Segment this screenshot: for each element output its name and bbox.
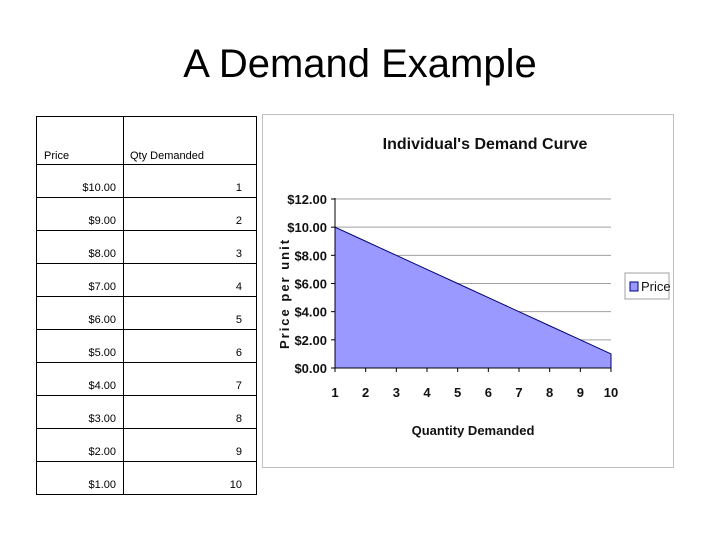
table-row: $2.00 9 (36, 428, 257, 462)
x-tick-label: 10 (604, 385, 618, 400)
table-row: $3.00 8 (36, 395, 257, 429)
table-header-row: Price Qty Demanded (36, 116, 257, 165)
y-tick-label: $10.00 (287, 220, 327, 235)
price-cell: $3.00 (36, 395, 124, 429)
price-cell: $1.00 (36, 461, 124, 495)
slide-title: A Demand Example (183, 42, 537, 86)
table-row: $7.00 4 (36, 263, 257, 297)
table-row: $8.00 3 (36, 230, 257, 264)
qty-cell: 10 (123, 461, 257, 495)
header-price: Price (36, 116, 124, 165)
x-tick-label: 7 (515, 385, 522, 400)
price-cell: $10.00 (36, 164, 124, 198)
price-cell: $7.00 (36, 263, 124, 297)
price-cell: $8.00 (36, 230, 124, 264)
table-row: $6.00 5 (36, 296, 257, 330)
qty-cell: 5 (123, 296, 257, 330)
qty-cell: 8 (123, 395, 257, 429)
price-cell: $9.00 (36, 197, 124, 231)
x-tick-label: 6 (485, 385, 492, 400)
y-tick-label: $2.00 (294, 333, 327, 348)
y-tick-label: $4.00 (294, 305, 327, 320)
qty-cell: 4 (123, 263, 257, 297)
table-row: $5.00 6 (36, 329, 257, 363)
x-tick-label: 9 (577, 385, 584, 400)
legend-label: Price (641, 279, 671, 294)
x-tick-label: 1 (331, 385, 338, 400)
demand-table: Price Qty Demanded $10.00 1 $9.00 2 $8.00 3 $7.0… (36, 116, 257, 495)
price-cell: $4.00 (36, 362, 124, 396)
qty-cell: 6 (123, 329, 257, 363)
header-qty: Qty Demanded (123, 116, 257, 165)
x-tick-label: 3 (393, 385, 400, 400)
price-cell: $6.00 (36, 296, 124, 330)
table-row: $4.00 7 (36, 362, 257, 396)
demand-chart: Individual's Demand Curve $0.00 $2.00 $4.00… (262, 114, 674, 468)
y-tick-label: $12.00 (287, 192, 327, 207)
table-row: $1.00 10 (36, 461, 257, 495)
y-tick-label: $0.00 (294, 361, 327, 376)
price-cell: $5.00 (36, 329, 124, 363)
table-row: $9.00 2 (36, 197, 257, 231)
qty-cell: 7 (123, 362, 257, 396)
y-tick-label: $6.00 (294, 277, 327, 292)
qty-cell: 3 (123, 230, 257, 264)
x-tick-label: 5 (454, 385, 461, 400)
legend-swatch (629, 281, 639, 292)
price-cell: $2.00 (36, 428, 124, 462)
qty-cell: 2 (123, 197, 257, 231)
x-axis-label: Quantity Demanded (412, 423, 535, 438)
chart-title: Individual's Demand Curve (383, 136, 588, 153)
x-tick-label: 4 (423, 385, 431, 400)
chart-svg: Individual's Demand Curve $0.00 $2.00 $4.00… (277, 136, 671, 438)
x-tick-label: 2 (362, 385, 369, 400)
x-tick-label: 8 (546, 385, 553, 400)
y-tick-label: $8.00 (294, 248, 327, 263)
qty-cell: 1 (123, 164, 257, 198)
area-price (334, 226, 612, 369)
qty-cell: 9 (123, 428, 257, 462)
table-row: $10.00 1 (36, 164, 257, 198)
y-axis-label: Price per unit (277, 238, 292, 349)
